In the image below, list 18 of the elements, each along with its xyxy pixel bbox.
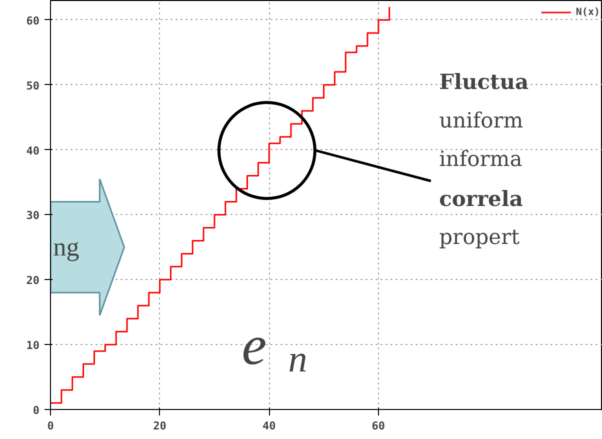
- annotation: ng: [53, 232, 80, 262]
- y-tick-label: 20: [26, 274, 40, 288]
- annotation: propert: [439, 225, 520, 250]
- annotation: correla: [439, 186, 524, 211]
- y-tick-label: 50: [26, 79, 40, 92]
- y-tick-label: 60: [26, 14, 40, 28]
- y-tick-label: 0: [32, 404, 40, 417]
- x-tick-label: 20: [153, 420, 166, 432]
- x-tick-label: 0: [47, 420, 54, 432]
- annotation: uniform: [439, 108, 524, 132]
- x-tick-label: 40: [262, 420, 276, 432]
- annotation: Fluctua: [439, 68, 529, 94]
- y-tick-label: 30: [26, 209, 40, 222]
- annotation: informa: [439, 147, 522, 172]
- legend-label: N(x): [576, 6, 600, 18]
- y-tick-label: 10: [26, 339, 40, 352]
- x-tick-label: 60: [372, 420, 386, 432]
- y-tick-label: 40: [26, 144, 40, 158]
